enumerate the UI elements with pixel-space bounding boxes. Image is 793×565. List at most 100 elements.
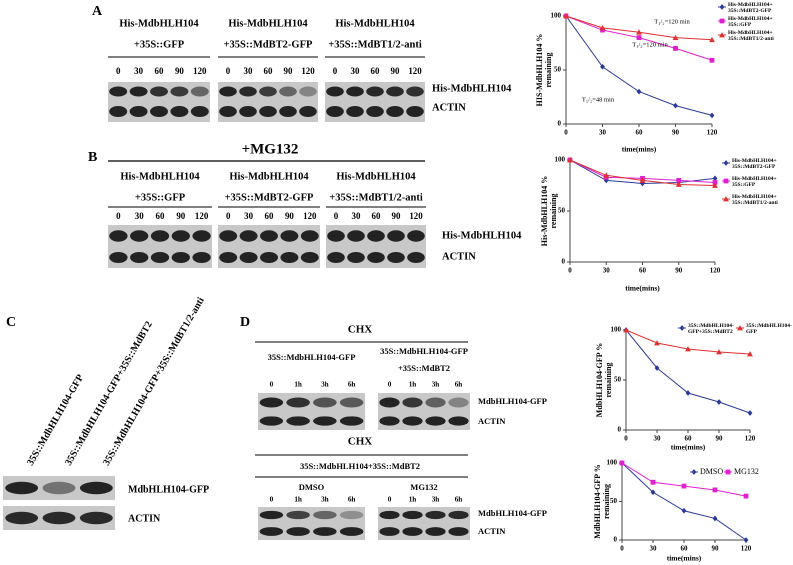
x-tick-label: 30 <box>650 545 658 553</box>
blot-band <box>327 230 345 242</box>
blot-band <box>259 510 284 520</box>
blot-band <box>79 481 113 495</box>
blot-band <box>239 86 257 97</box>
blot-band <box>259 527 284 536</box>
blot-band <box>129 86 148 97</box>
lane-label: 60 <box>371 66 380 76</box>
lane-label: 1h <box>409 496 417 504</box>
blot-band <box>327 252 345 263</box>
legend-entry: DMSO <box>700 467 723 476</box>
blot-band <box>313 527 337 536</box>
blot-background <box>258 523 365 540</box>
marker <box>654 365 660 371</box>
marker <box>712 487 718 493</box>
blot-band <box>219 106 237 117</box>
blot-band <box>386 106 404 117</box>
label: +35S::MdBT2-GFP <box>225 192 314 203</box>
blot-band <box>239 230 258 242</box>
blot-band <box>280 230 299 242</box>
x-tick-label: 60 <box>639 267 647 275</box>
x-tick-label: 90 <box>672 129 680 137</box>
marker <box>709 112 715 119</box>
marker <box>672 34 679 40</box>
row-label: ACTIN <box>442 251 476 262</box>
marker <box>737 325 743 331</box>
blot-band <box>286 416 310 426</box>
marker <box>636 88 642 95</box>
marker <box>712 180 718 185</box>
x-tick-label: 30 <box>654 435 662 443</box>
blot-band <box>170 86 189 97</box>
blot-band <box>448 397 469 408</box>
x-axis-label: time(mins) <box>622 145 657 154</box>
x-tick-label: 120 <box>741 545 752 553</box>
marker <box>747 410 753 416</box>
lane-label: 30 <box>244 66 253 76</box>
lane-label: 6h <box>348 381 356 389</box>
label: +35S::GFP <box>135 192 186 203</box>
marker <box>675 181 682 187</box>
blot-band <box>5 511 39 525</box>
blot-band <box>379 416 400 426</box>
blot-band <box>192 252 211 263</box>
legend-text: His-MdbHLH104+ 35S::GFP <box>732 176 777 188</box>
legend-text: His-MdbHLH104+ 35S::GFP <box>728 16 773 28</box>
lane-label: 0 <box>388 496 392 504</box>
label: 35S::MdbHLH104-GFP <box>268 352 356 362</box>
blot-band <box>366 86 384 97</box>
annotation: T₁/₂=48 min <box>582 96 615 103</box>
lane-label: 3h <box>321 381 329 389</box>
blot-band <box>299 106 317 117</box>
blot-band <box>313 510 337 520</box>
lane-label: 60 <box>372 211 381 221</box>
blot-band <box>192 230 211 242</box>
row-label: His-MdbHLH104 <box>442 230 522 241</box>
marker <box>723 196 729 202</box>
label: 35S::MdbHLH104-GFP <box>380 346 468 356</box>
blot-band <box>150 106 168 117</box>
blot-band <box>366 106 384 117</box>
blot-band <box>280 252 299 263</box>
label: CHX <box>348 436 373 448</box>
blot-background <box>378 412 470 430</box>
label: 35S::MdbHLH104+35S::MdBT2 <box>300 461 420 471</box>
blot-band <box>367 230 385 242</box>
legend-entry: MG132 <box>734 467 759 476</box>
blot-band <box>260 230 278 242</box>
blot-band <box>109 230 128 242</box>
y-axis-label: remaining <box>544 53 553 88</box>
legend-text: His-MdbHLH104+ 35S::MdBT2-GFP <box>732 158 777 170</box>
blot-band <box>239 106 257 117</box>
blot-band <box>286 527 310 536</box>
x-tick-label: 0 <box>568 267 572 275</box>
blot-band <box>379 397 400 408</box>
x-tick-label: 90 <box>712 545 720 553</box>
blot-band <box>407 230 425 242</box>
y-axis-label: remaining <box>604 363 613 398</box>
lane-label: 6h <box>348 496 356 504</box>
legend-entry: His-MdbHLH104+ 35S::MdBT1/2-anti <box>728 30 774 42</box>
annotation: T₁/₂=120 min <box>632 41 668 48</box>
lane-label: 90 <box>176 211 185 221</box>
marker <box>719 4 725 10</box>
blot-band <box>42 481 76 495</box>
x-tick-label: 90 <box>675 267 683 275</box>
series-line <box>625 329 751 414</box>
marker <box>712 182 718 188</box>
blot-band <box>171 230 190 242</box>
marker <box>719 32 725 38</box>
lane-label: 30 <box>352 211 361 221</box>
blot-band <box>42 511 76 525</box>
label: +35S::MdBT2 <box>398 363 450 373</box>
lane-label: 0 <box>270 496 274 504</box>
blot-band <box>279 106 297 117</box>
marker <box>640 180 645 187</box>
x-axis-label: time(mins) <box>671 443 706 452</box>
lane-label: 120 <box>409 211 423 221</box>
blot-band <box>402 510 423 520</box>
blot-band <box>347 230 365 242</box>
blot-band <box>425 527 446 536</box>
label: His-MdbHLH104 <box>228 18 308 29</box>
x-tick-label: 120 <box>707 129 718 137</box>
